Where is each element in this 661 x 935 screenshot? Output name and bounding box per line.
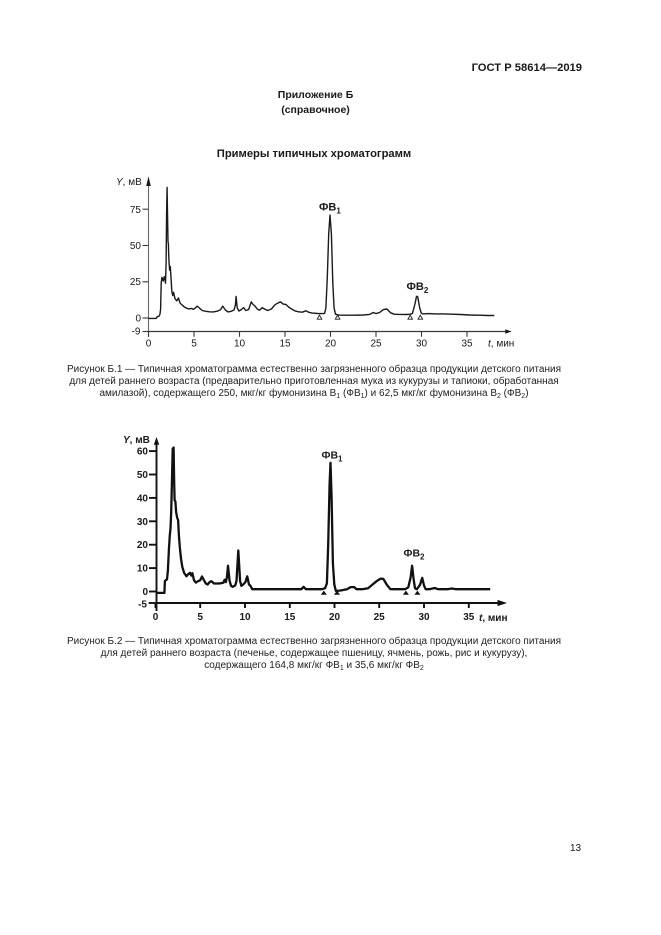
svg-text:0: 0	[153, 612, 159, 623]
svg-text:60: 60	[137, 447, 149, 458]
svg-text:t, мин: t, мин	[488, 339, 514, 350]
svg-text:-5: -5	[138, 600, 147, 611]
svg-text:5: 5	[197, 612, 203, 623]
svg-text:35: 35	[461, 339, 473, 350]
svg-text:10: 10	[234, 339, 246, 350]
svg-text:-9: -9	[132, 326, 141, 337]
svg-text:10: 10	[137, 564, 149, 575]
svg-text:40: 40	[137, 493, 149, 504]
svg-text:30: 30	[137, 517, 149, 528]
svg-text:15: 15	[284, 612, 296, 623]
svg-text:35: 35	[463, 612, 475, 623]
svg-text:15: 15	[279, 339, 291, 350]
svg-text:10: 10	[239, 612, 251, 623]
svg-text:20: 20	[329, 612, 341, 623]
svg-text:0: 0	[142, 587, 148, 598]
svg-text:ФВ2: ФВ2	[404, 548, 426, 562]
svg-text:75: 75	[130, 205, 142, 216]
svg-text:5: 5	[191, 339, 197, 350]
svg-text:Y, мВ: Y, мВ	[116, 177, 142, 188]
svg-text:25: 25	[130, 277, 142, 288]
svg-text:0: 0	[146, 339, 152, 350]
svg-text:ФВ1: ФВ1	[319, 202, 341, 216]
svg-text:Y, мВ: Y, мВ	[123, 435, 150, 446]
svg-text:30: 30	[418, 612, 430, 623]
svg-text:50: 50	[137, 470, 149, 481]
svg-text:ФВ2: ФВ2	[407, 281, 429, 295]
svg-text:50: 50	[130, 241, 142, 252]
svg-text:ФВ1: ФВ1	[322, 450, 344, 464]
svg-text:25: 25	[370, 339, 382, 350]
svg-text:0: 0	[135, 314, 141, 325]
svg-text:25: 25	[374, 612, 386, 623]
svg-text:20: 20	[137, 540, 149, 551]
svg-text:t, мин: t, мин	[479, 613, 508, 624]
svg-text:20: 20	[325, 339, 337, 350]
svg-text:30: 30	[416, 339, 428, 350]
